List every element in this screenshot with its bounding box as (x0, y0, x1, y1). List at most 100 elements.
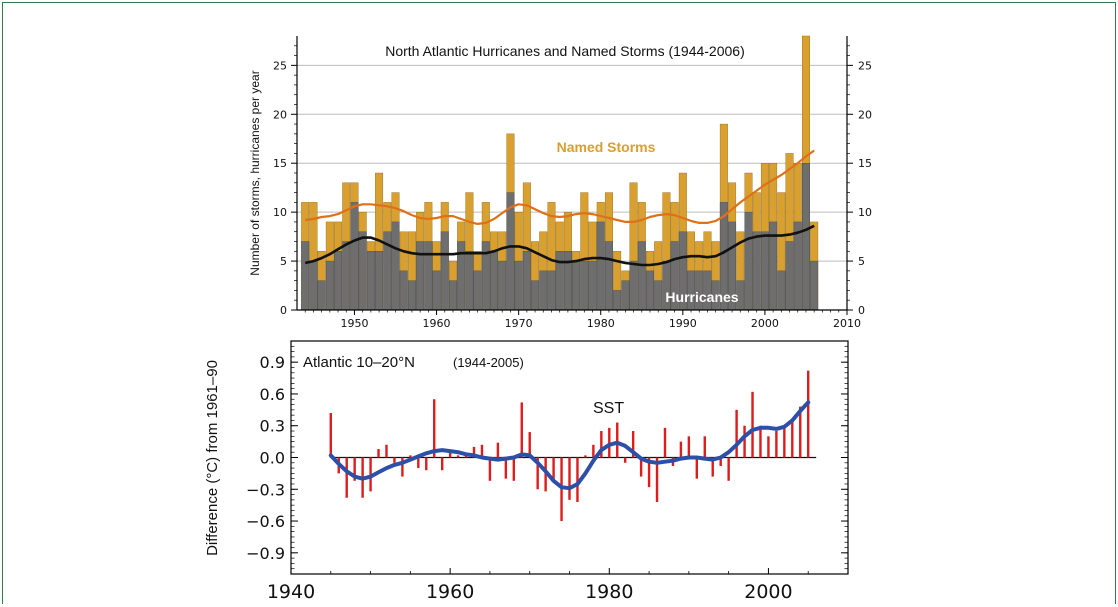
hurricanes-bar (514, 260, 523, 311)
sst-anomaly-bar (480, 444, 484, 458)
sst-chart-subtitle: (1944-2005) (453, 355, 524, 370)
sst-anomaly-bar (552, 457, 555, 481)
sst-anomaly-bar (751, 391, 754, 458)
storms-x-tick-label: 1950 (340, 317, 368, 330)
hurricanes-trend-line (304, 224, 815, 267)
storms-y-tick-label-right: 20 (858, 108, 872, 121)
storms-y-tick-label-left: 25 (273, 59, 287, 72)
sst-anomaly-bar (687, 436, 691, 458)
hurricanes-bar (407, 280, 416, 311)
storms-y-tick-label-left: 5 (280, 255, 287, 268)
sst-anomaly-bar (440, 457, 444, 471)
hurricanes-bar (646, 270, 654, 311)
hurricanes-bar (334, 251, 343, 311)
storms-y-tick-label-right: 10 (858, 206, 872, 219)
sst-anomaly-bar (783, 425, 786, 458)
storms-y-tick-label-left: 0 (280, 304, 287, 317)
sst-anomaly-bar (528, 432, 531, 458)
hurricanes-bar (498, 260, 507, 311)
sst-anomaly-bar (719, 457, 722, 466)
sst-anomaly-bar (624, 457, 627, 463)
sst-anomaly-bar (353, 457, 356, 481)
sst-y-tick-label: −0.9 (246, 544, 285, 563)
hurricanes-bar (317, 280, 326, 311)
hurricanes-bar (531, 280, 540, 311)
hurricanes-bar (613, 290, 622, 311)
sst-anomaly-bar (456, 455, 460, 458)
sst-anomaly-bar (592, 444, 595, 458)
sst-x-tick-label: 1940 (267, 581, 315, 603)
sst-smoothed-line (328, 400, 811, 491)
storms-x-tick-label: 1980 (587, 317, 615, 330)
hurricanes-bar (604, 241, 613, 311)
hurricanes-bar (448, 280, 457, 311)
storms-y-tick-label-right: 25 (858, 59, 872, 72)
hurricanes-bar (432, 270, 441, 311)
sst-anomaly-bar (576, 457, 579, 502)
storms-y-tick-label-left: 10 (273, 206, 287, 219)
hurricanes-bar (490, 251, 498, 311)
sst-anomaly-bar (520, 402, 523, 458)
storms-x-tick-label: 1960 (423, 317, 451, 330)
hurricanes-bar (375, 251, 384, 311)
sst-anomaly-bar (799, 406, 802, 458)
sst-anomaly-bar (544, 457, 547, 492)
hurricanes-bar (473, 270, 482, 311)
sst-y-tick-label: 0.6 (260, 385, 285, 404)
hurricanes-bar (580, 260, 589, 311)
hurricanes-bar (572, 260, 581, 311)
sst-chart-title: Atlantic 10–20°N (303, 354, 415, 371)
sst-anomaly-bar (448, 451, 452, 458)
hurricanes-bar (309, 260, 318, 311)
hurricanes-bar (366, 251, 375, 311)
hurricanes-bar (654, 280, 663, 311)
sst-anomaly-bar (401, 457, 404, 477)
sst-anomaly-bar (775, 431, 778, 458)
sst-anomaly-bar (488, 457, 492, 481)
sst-y-tick-label: 0.9 (260, 353, 285, 372)
hurricanes-bar (416, 241, 425, 311)
sst-anomaly-bar (631, 431, 635, 458)
sst-anomaly-bar (496, 442, 500, 458)
hurricanes-bar (522, 251, 531, 311)
storms-x-tick-label: 1970 (505, 317, 533, 330)
sst-anomaly-bar (639, 457, 643, 477)
storms-y-tick-label-left: 20 (273, 108, 287, 121)
sst-anomaly-bar (433, 399, 436, 458)
sst-anomaly-bar (600, 431, 603, 458)
hurricanes-bar (358, 231, 367, 311)
hurricanes-bar (301, 241, 310, 311)
sst-anomaly-bar (560, 457, 563, 522)
hurricanes-label: Hurricanes (665, 289, 738, 305)
hurricanes-bar (325, 260, 334, 311)
hurricanes-bar (424, 241, 433, 311)
sst-anomaly-bar (759, 425, 762, 458)
sst-anomaly-bar (345, 457, 348, 498)
sst-x-tick-label: 2000 (744, 581, 792, 603)
hurricanes-bar (793, 221, 802, 311)
sst-anomaly-bar (679, 441, 683, 458)
storms-chart-title: North Atlantic Hurricanes and Named Stor… (385, 43, 745, 59)
sst-anomaly-bar (735, 409, 738, 458)
hurricanes-bar (752, 231, 761, 311)
hurricanes-bar (555, 251, 564, 311)
hurricanes-bar (760, 231, 769, 311)
sst-anomaly-bar (727, 457, 730, 481)
storms-x-tick-label: 2010 (833, 317, 861, 330)
hurricanes-bar (391, 221, 400, 311)
sst-anomaly-bar (647, 457, 651, 488)
sst-anomaly-bar (663, 427, 667, 458)
hurricanes-bar (801, 163, 810, 311)
sst-y-axis-label: Difference (°C) from 1961–90 (204, 360, 221, 556)
named-storms-trend-line (305, 149, 815, 225)
sst-x-tick-label: 1960 (426, 581, 474, 603)
hurricanes-bar (588, 260, 597, 311)
sst-x-tick-label: 1980 (585, 581, 633, 603)
sst-anomaly-bar (536, 457, 539, 490)
storms-y-tick-label-right: 5 (858, 255, 865, 268)
hurricanes-bar (621, 280, 630, 311)
sst-anomaly-bar (743, 425, 746, 458)
hurricanes-bar (539, 270, 548, 311)
sst-anomaly-bar (584, 455, 587, 458)
